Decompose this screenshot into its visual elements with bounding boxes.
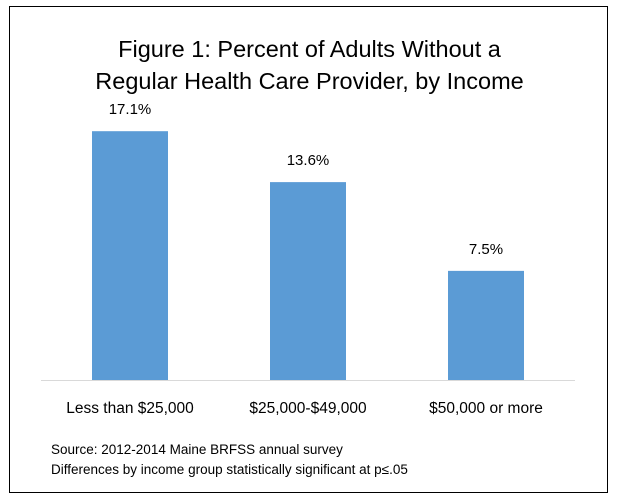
category-label-1: Less than $25,000 — [66, 400, 194, 417]
chart-frame: Figure 1: Percent of Adults Without a Re… — [9, 6, 608, 493]
data-label-1: 17.1% — [109, 101, 152, 118]
data-label-2: 13.6% — [287, 152, 330, 169]
category-label-2: $25,000-$49,000 — [249, 400, 367, 417]
data-label-3: 7.5% — [469, 241, 503, 258]
footnotes: Source: 2012-2014 Maine BRFSS annual sur… — [51, 440, 408, 480]
category-label-3: $50,000 or more — [429, 400, 543, 417]
bar-2 — [270, 182, 346, 380]
chart-title: Figure 1: Percent of Adults Without a Re… — [10, 33, 609, 97]
chart-title-line-2: Regular Health Care Provider, by Income — [95, 68, 524, 94]
significance-note: Differences by income group statisticall… — [51, 462, 408, 477]
bar-3 — [448, 270, 524, 380]
source-note: Source: 2012-2014 Maine BRFSS annual sur… — [51, 442, 343, 457]
chart-title-line-1: Figure 1: Percent of Adults Without a — [118, 36, 501, 62]
bar-chart: 17.1% 13.6% 7.5% Less than $25,000 $25,000-… — [41, 101, 575, 417]
bar-1 — [92, 131, 168, 380]
